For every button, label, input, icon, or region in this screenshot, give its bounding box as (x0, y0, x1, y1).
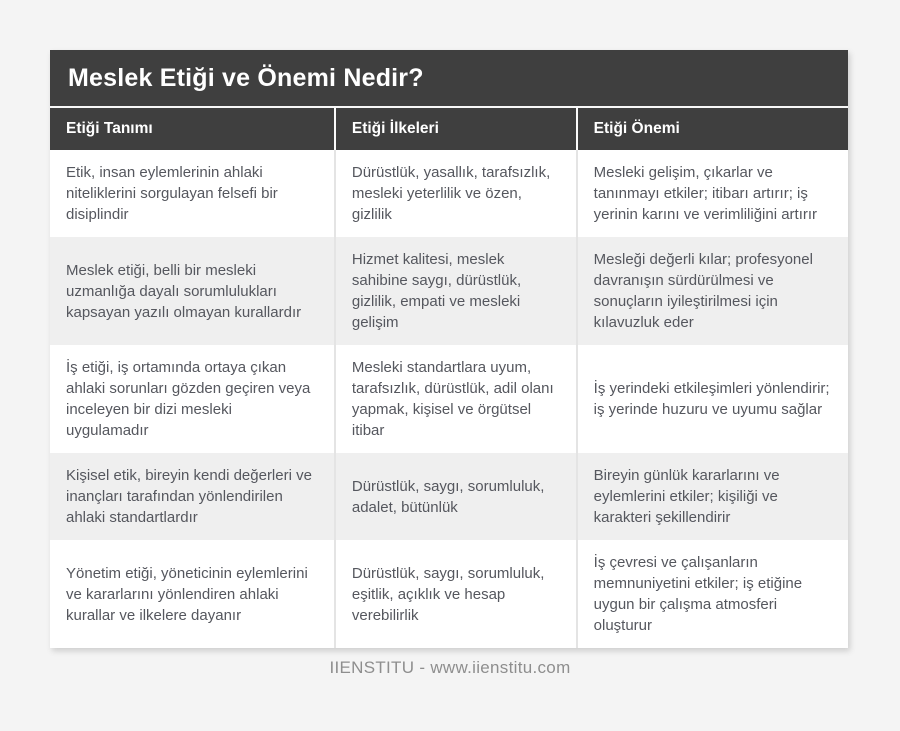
table-cell: Mesleği değerli kılar; profesyonel davra… (575, 237, 848, 345)
header-row: Etiği Tanımı Etiği İlkeleri Etiği Önemi (50, 108, 848, 150)
table-cell: İş çevresi ve çalışanların memnuniyetini… (575, 540, 848, 648)
table-cell: Dürüstlük, yasallık, tarafsızlık, meslek… (333, 150, 577, 237)
table-cell: Meslek etiği, belli bir mesleki uzmanlığ… (50, 237, 335, 345)
table-cell: Kişisel etik, bireyin kendi değerleri ve… (50, 453, 335, 540)
table-cell: Etik, insan eylemlerinin ahlaki nitelikl… (50, 150, 335, 237)
table-cell: Mesleki standartlara uyum, tarafsızlık, … (333, 345, 577, 453)
table-cell: İş yerindeki etkileşimleri yönlendirir; … (575, 345, 848, 453)
table-row: Kişisel etik, bireyin kendi değerleri ve… (50, 453, 848, 540)
table-cell: Hizmet kalitesi, meslek sahibine saygı, … (333, 237, 577, 345)
table-row: Etik, insan eylemlerinin ahlaki nitelikl… (50, 150, 848, 237)
page-title: Meslek Etiği ve Önemi Nedir? (68, 63, 424, 92)
footer: IIENSTITU - www.iienstitu.com (0, 658, 900, 678)
info-table-card: Meslek Etiği ve Önemi Nedir? Etiği Tanım… (50, 50, 848, 648)
table-row: Meslek etiği, belli bir mesleki uzmanlığ… (50, 237, 848, 345)
column-header-tanimi: Etiği Tanımı (50, 108, 335, 150)
column-header-ilkeleri: Etiği İlkeleri (333, 108, 577, 150)
data-table: Etiği Tanımı Etiği İlkeleri Etiği Önemi … (50, 108, 848, 648)
table-cell: Bireyin günlük kararlarını ve eylemlerin… (575, 453, 848, 540)
column-header-onemi: Etiği Önemi (575, 108, 848, 150)
table-cell: Mesleki gelişim, çıkarlar ve tanınmayı e… (575, 150, 848, 237)
table-row: Yönetim etiği, yöneticinin eylemlerini v… (50, 540, 848, 648)
title-bar: Meslek Etiği ve Önemi Nedir? (50, 50, 848, 108)
table-cell: Dürüstlük, saygı, sorumluluk, adalet, bü… (333, 453, 577, 540)
table-cell: Yönetim etiği, yöneticinin eylemlerini v… (50, 540, 335, 648)
table-row: İş etiği, iş ortamında ortaya çıkan ahla… (50, 345, 848, 453)
footer-text: IIENSTITU - www.iienstitu.com (329, 658, 571, 677)
table-cell: İş etiği, iş ortamında ortaya çıkan ahla… (50, 345, 335, 453)
table-cell: Dürüstlük, saygı, sorumluluk, eşitlik, a… (333, 540, 577, 648)
